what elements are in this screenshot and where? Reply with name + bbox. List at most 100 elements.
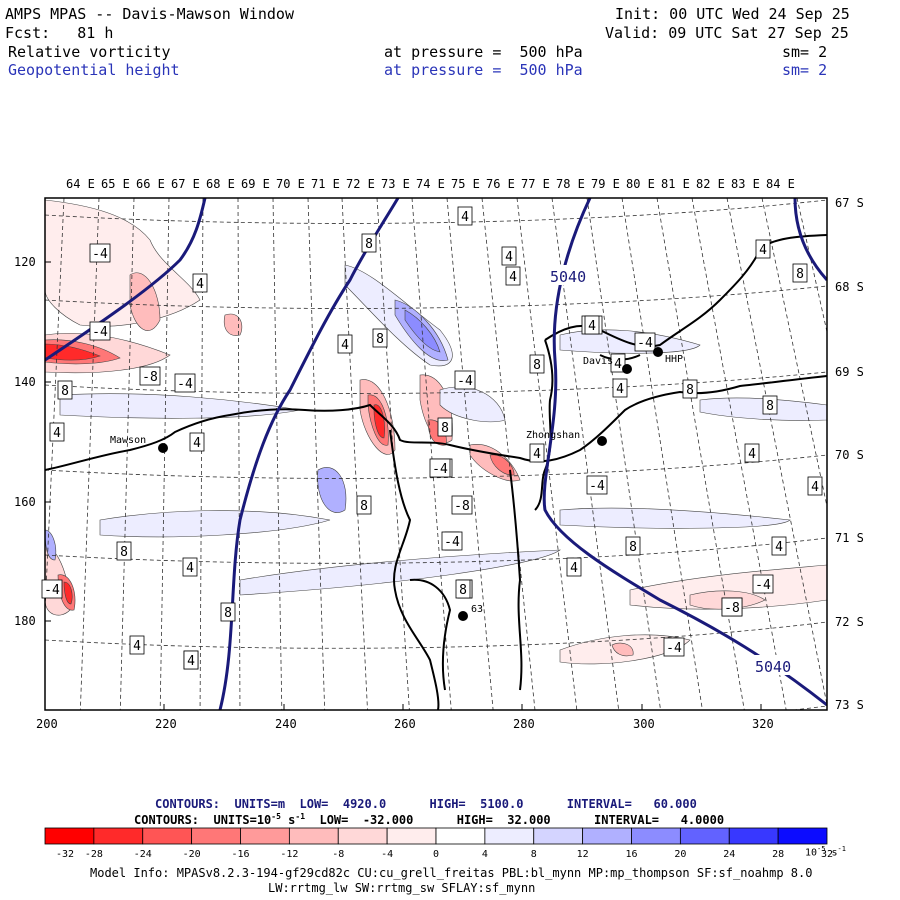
lon-label: 77 E xyxy=(521,177,550,191)
colorbar-bin xyxy=(484,827,535,845)
vort-label: 4 xyxy=(811,480,819,495)
colorbar-bin xyxy=(631,827,681,845)
lon-label: 75 E xyxy=(451,177,480,191)
vort-label-box xyxy=(529,354,545,374)
vort-info-rest: LOW= -32.000 HIGH= 32.000 INTERVAL= 4.00… xyxy=(305,813,725,827)
field2-smooth: sm= 2 xyxy=(782,61,828,79)
x-tick-label: 200 xyxy=(36,717,58,731)
lon-label: 69 E xyxy=(241,177,270,191)
vort-label: 4 xyxy=(748,447,756,462)
lon-label: 68 E xyxy=(206,177,235,191)
forecast-hour: Fcst: 81 h xyxy=(5,24,114,42)
colorbar-unit: 10-5 s-1 xyxy=(805,845,846,858)
colorbar-tick-label: 24 xyxy=(723,849,735,860)
vort-info-s: s xyxy=(280,813,296,827)
lat-label: 73 S xyxy=(835,698,864,712)
vort-label: -4 xyxy=(637,336,653,351)
field2-name: Geopotential height xyxy=(8,61,180,79)
vort-label-box xyxy=(441,531,463,551)
lat-label: 69 S xyxy=(835,365,864,379)
vort-label: -4 xyxy=(666,641,682,656)
vort-label: 8 xyxy=(766,399,774,414)
vort-label-box xyxy=(41,579,63,599)
vort-label-box xyxy=(566,557,582,577)
colorbar-bin xyxy=(240,827,290,845)
vort-label: 8 xyxy=(459,583,467,598)
x-tick-label: 220 xyxy=(155,717,177,731)
height-label: 5040 xyxy=(550,268,586,286)
vort-label: 8 xyxy=(376,332,384,347)
vort-label: 8 xyxy=(224,606,232,621)
vort-label: -8 xyxy=(454,499,470,514)
colorbar-bin xyxy=(533,827,584,845)
vort-label-box xyxy=(49,422,65,442)
vort-label: 8 xyxy=(629,540,637,555)
field1-name: Relative vorticity xyxy=(8,43,171,61)
vort-info-prefix: CONTOURS: UNITS=10 xyxy=(134,813,272,827)
init-time: Init: 00 UTC Wed 24 Sep 25 xyxy=(615,5,850,23)
field1-smooth: sm= 2 xyxy=(782,43,828,61)
vort-label-box xyxy=(183,650,199,670)
left-y-ticks: 120 140 160 180 xyxy=(14,255,36,628)
colorbar-bin xyxy=(93,827,144,845)
vort-label-box xyxy=(625,536,641,556)
vort-label: 4 xyxy=(759,243,767,258)
vort-label: 4 xyxy=(533,447,541,462)
vort-label: 4 xyxy=(341,338,349,353)
vort-label: 4 xyxy=(186,561,194,576)
vort-label: 4 xyxy=(187,654,195,669)
vort-label: 4 xyxy=(505,250,513,265)
height-contour-info: CONTOURS: UNITS=m LOW= 4920.0 HIGH= 5100… xyxy=(155,797,697,811)
vort-info-sexp: -1 xyxy=(295,812,306,821)
colorbar-tick-label: 4 xyxy=(482,849,488,860)
vort-label-box xyxy=(612,378,628,398)
colorbar-bin xyxy=(679,827,730,845)
colorbar-bin xyxy=(435,827,486,845)
vort-label: 4 xyxy=(614,357,622,372)
cbar-unit-exp: -5 xyxy=(817,845,826,853)
vort-label: -8 xyxy=(724,601,740,616)
vort-label: -4 xyxy=(457,374,473,389)
bottom-x-ticks: 200 220 240 260 280 300 320 xyxy=(36,717,774,731)
x-tick-label: 280 xyxy=(513,717,535,731)
vort-label: 8 xyxy=(365,237,373,252)
vort-label: -4 xyxy=(589,479,605,494)
vort-label: -4 xyxy=(44,583,60,598)
station-marker xyxy=(597,436,607,446)
vort-label: 8 xyxy=(61,384,69,399)
top-lon-labels: 64 E 65 E 66 E 67 E 68 E 69 E 70 E 71 E … xyxy=(66,177,795,191)
station-marker xyxy=(622,364,632,374)
lat-label: 70 S xyxy=(835,448,864,462)
station-label: 63 xyxy=(471,604,483,615)
colorbar-tick-label: 12 xyxy=(577,849,589,860)
vort-label: 8 xyxy=(686,383,694,398)
vort-label-box xyxy=(356,495,372,515)
y-tick-label: 120 xyxy=(14,255,36,269)
vorticity-contour-info: CONTOURS: UNITS=10-5 s-1 LOW= -32.000 HI… xyxy=(134,812,724,827)
right-lat-labels: 67 S 68 S 69 S 70 S 71 S 72 S 73 S xyxy=(835,196,864,712)
lat-label: 71 S xyxy=(835,531,864,545)
valid-time: Valid: 09 UTC Sat 27 Sep 25 xyxy=(605,24,849,42)
vort-label-box xyxy=(457,206,473,226)
vort-label: 8 xyxy=(796,267,804,282)
vort-label: 4 xyxy=(53,426,61,441)
model-info-line2: LW:rrtmg_lw SW:rrtmg_sw SFLAY:sf_mynn xyxy=(268,881,536,895)
lon-label: 76 E xyxy=(486,177,515,191)
colorbar-tick-label: -32 xyxy=(56,849,74,860)
colorbar-tick-label: -16 xyxy=(231,849,249,860)
vort-label-box xyxy=(429,458,451,478)
lon-label: 79 E xyxy=(591,177,620,191)
lon-label: 80 E xyxy=(626,177,655,191)
vort-label: 4 xyxy=(616,382,624,397)
vort-label-box xyxy=(372,328,388,348)
colorbar-tick-label: 20 xyxy=(674,849,686,860)
vort-label-box xyxy=(189,432,205,452)
station-label: Mawson xyxy=(110,435,146,446)
cbar-unit: 10 xyxy=(805,847,818,859)
station-label: Davis xyxy=(583,356,613,367)
vort-label-box xyxy=(57,380,73,400)
vort-label: -8 xyxy=(142,370,158,385)
colorbar-bin xyxy=(288,827,339,845)
cbar-unit-sexp: -1 xyxy=(837,845,846,853)
